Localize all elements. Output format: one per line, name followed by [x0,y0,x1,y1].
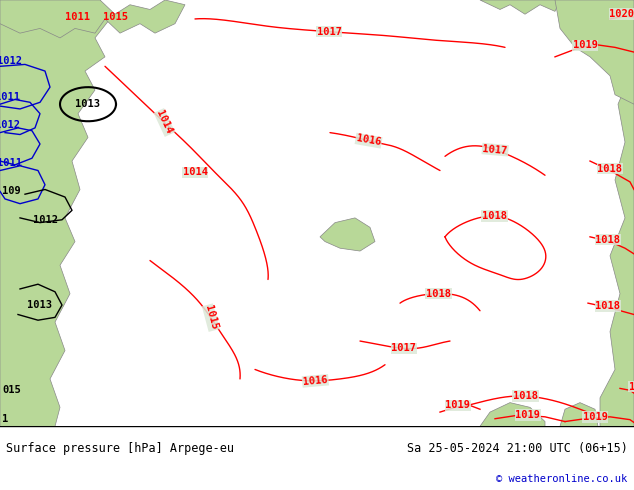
Text: 1015: 1015 [103,12,127,22]
Polygon shape [560,0,634,38]
Text: 1019: 1019 [573,41,597,50]
Text: Surface pressure [hPa] Arpege-eu: Surface pressure [hPa] Arpege-eu [6,442,235,455]
Text: 1017: 1017 [316,27,342,37]
Text: 1019: 1019 [446,400,470,411]
Polygon shape [560,403,598,426]
Polygon shape [480,0,560,14]
Polygon shape [480,403,545,426]
Text: 1017: 1017 [482,144,508,156]
Polygon shape [320,218,375,251]
Text: 1019: 1019 [583,412,607,422]
Text: 1018: 1018 [426,289,451,298]
Text: 1016: 1016 [302,375,328,387]
Text: 1012: 1012 [32,215,58,225]
Text: 1013: 1013 [27,300,53,310]
Text: 1014: 1014 [183,168,207,177]
Polygon shape [600,66,634,426]
Polygon shape [0,0,110,426]
Text: Sa 25-05-2024 21:00 UTC (06+15): Sa 25-05-2024 21:00 UTC (06+15) [407,442,628,455]
Text: 1011: 1011 [65,12,91,22]
Text: 1011: 1011 [0,158,22,168]
Text: 109: 109 [2,186,21,196]
Text: 1012: 1012 [0,56,22,66]
Text: 1020: 1020 [629,382,634,392]
Text: 1017: 1017 [391,343,417,353]
Text: 1020: 1020 [609,9,634,19]
Text: 015: 015 [2,385,21,395]
Polygon shape [0,0,185,38]
Text: 1018: 1018 [482,211,507,221]
Text: 1013: 1013 [75,99,101,109]
Text: 1018: 1018 [597,164,623,173]
Text: 1011: 1011 [0,92,20,101]
Text: 1018: 1018 [595,235,621,245]
Text: 1016: 1016 [356,134,382,148]
Text: 1: 1 [2,414,8,424]
Text: 1015: 1015 [203,304,219,331]
Text: © weatheronline.co.uk: © weatheronline.co.uk [496,473,628,484]
Text: 1014: 1014 [155,109,174,136]
Text: 1019: 1019 [515,410,541,420]
Text: 1012: 1012 [0,120,20,130]
Polygon shape [555,0,634,104]
Text: 1018: 1018 [513,391,538,401]
Text: 1018: 1018 [595,301,621,311]
